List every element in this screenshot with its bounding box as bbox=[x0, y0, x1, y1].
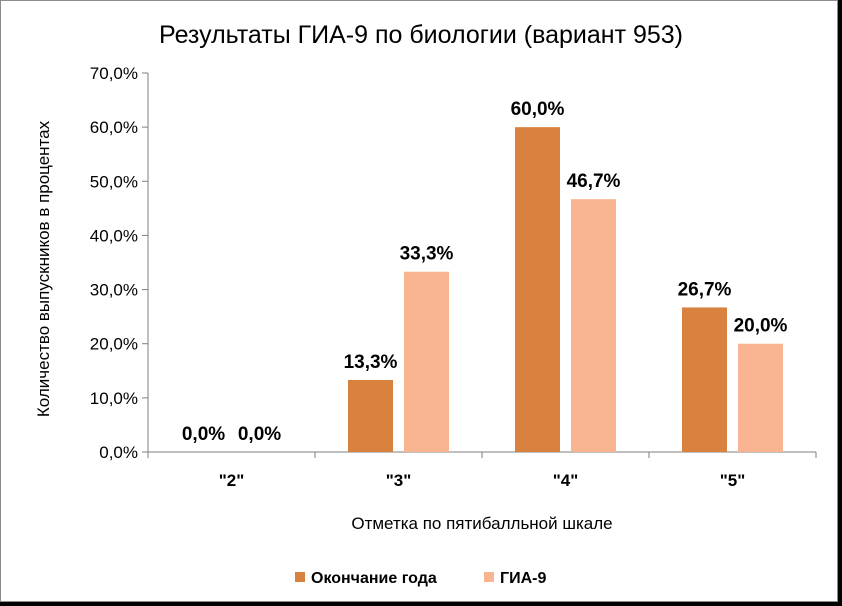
x-tick-label: "2" bbox=[219, 471, 245, 490]
bar-series-1 bbox=[515, 127, 560, 453]
y-tick-label: 60,0% bbox=[90, 118, 138, 137]
y-tick-label: 10,0% bbox=[90, 389, 138, 408]
legend-swatch-series-1 bbox=[295, 572, 305, 582]
y-tick-label: 40,0% bbox=[90, 226, 138, 245]
y-axis-title: Количество выпускников в процентах bbox=[34, 120, 53, 417]
bar-series-1 bbox=[348, 379, 393, 452]
data-label-series-2: 33,3% bbox=[400, 244, 454, 265]
bar-series-2 bbox=[571, 199, 616, 452]
data-label-series-2: 0,0% bbox=[238, 424, 281, 445]
legend-label-series-2: ГИА-9 bbox=[500, 570, 546, 587]
legend-label-series-1: Окончание года bbox=[311, 570, 437, 587]
bar-series-2 bbox=[404, 271, 449, 452]
data-label-series-2: 46,7% bbox=[567, 171, 621, 192]
x-axis-title: Отметка по пятибалльной шкале bbox=[351, 514, 612, 533]
data-label-series-2: 20,0% bbox=[734, 316, 788, 337]
x-tick-label: "5" bbox=[720, 471, 746, 490]
y-tick-label: 30,0% bbox=[90, 281, 138, 300]
x-tick-label: "3" bbox=[386, 471, 412, 490]
chart-title: Результаты ГИА-9 по биологии (вариант 95… bbox=[159, 21, 683, 49]
plot-area: 0,0% 10,0% 20,0% 30,0% 40,0% 50,0% 60,0% 70,0% "… bbox=[90, 64, 817, 490]
y-tick-label: 70,0% bbox=[90, 64, 138, 83]
legend-swatch-series-2 bbox=[484, 572, 494, 582]
y-tick-label: 20,0% bbox=[90, 335, 138, 354]
y-tick-label: 50,0% bbox=[90, 172, 138, 191]
data-label-series-1: 13,3% bbox=[344, 352, 398, 373]
data-label-series-1: 0,0% bbox=[182, 424, 225, 445]
x-tick-label: "4" bbox=[553, 471, 579, 490]
bar-series-1 bbox=[682, 307, 727, 452]
data-label-series-1: 26,7% bbox=[678, 279, 732, 300]
data-label-series-1: 60,0% bbox=[511, 99, 565, 120]
legend: Окончание года ГИА-9 bbox=[295, 570, 546, 587]
y-tick-label: 0,0% bbox=[99, 443, 138, 462]
bar-series-2 bbox=[738, 343, 783, 452]
